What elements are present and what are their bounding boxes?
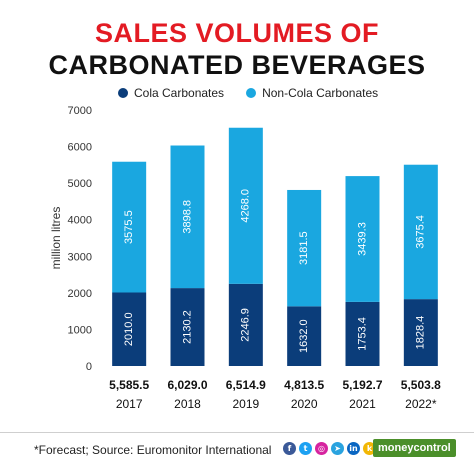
legend-swatch-non-cola	[246, 88, 257, 98]
legend-item-cola: Cola Carbonates	[118, 86, 224, 100]
bar-non-cola	[228, 127, 263, 284]
x-tick-label: 2022*	[405, 397, 437, 411]
bar-non-cola	[403, 164, 438, 300]
y-tick-label: 2000	[68, 288, 92, 300]
x-tick-label: 2019	[232, 397, 259, 411]
bar-cola	[112, 292, 147, 366]
data-label-non-cola: 3439.3	[356, 222, 368, 256]
footer: *Forecast; Source: Euromonitor Internati…	[0, 432, 474, 475]
x-tick-label: 2020	[291, 397, 318, 411]
data-label-cola: 2130.2	[181, 310, 193, 344]
y-axis-label: million litres	[49, 207, 63, 270]
y-tick-label: 0	[86, 361, 92, 373]
data-label-cola: 2246.9	[240, 308, 252, 342]
source-note: *Forecast; Source: Euromonitor Internati…	[34, 443, 272, 457]
bar-cola	[228, 283, 263, 366]
legend: Cola Carbonates Non-Cola Carbonates	[118, 86, 400, 100]
chart-title-line-2: CARBONATED BEVERAGES	[48, 50, 426, 80]
y-tick-label: 1000	[68, 324, 92, 336]
bar-non-cola	[345, 176, 380, 302]
total-label: 5,585.5	[109, 378, 149, 392]
legend-swatch-cola	[118, 88, 128, 98]
y-tick-label: 7000	[68, 105, 92, 117]
linkedin-icon[interactable]: in	[347, 442, 360, 455]
twitter-icon[interactable]: t	[299, 442, 312, 455]
legend-item-non-cola: Non-Cola Carbonates	[246, 86, 378, 100]
legend-label-cola: Cola Carbonates	[134, 86, 225, 100]
y-tick-label: 5000	[68, 178, 92, 190]
facebook-icon[interactable]: f	[283, 442, 296, 455]
data-label-cola: 2010.0	[123, 312, 135, 346]
legend-label-non-cola: Non-Cola Carbonates	[262, 86, 379, 100]
koo-icon[interactable]: k	[363, 442, 376, 455]
bar-non-cola	[287, 189, 322, 307]
social-links: f t ◎ ➤ in k	[283, 442, 376, 455]
total-label: 6,514.9	[226, 378, 266, 392]
instagram-icon[interactable]: ◎	[315, 442, 328, 455]
bar-cola	[403, 299, 438, 366]
y-tick-label: 4000	[68, 215, 92, 227]
data-label-cola: 1828.4	[415, 316, 427, 350]
data-label-non-cola: 4268.0	[240, 189, 252, 223]
data-label-non-cola: 3181.5	[298, 231, 310, 265]
bar-non-cola	[112, 161, 147, 293]
x-tick-label: 2018	[174, 397, 201, 411]
y-tick-label: 6000	[68, 142, 92, 154]
data-label-cola: 1753.4	[356, 317, 368, 351]
y-tick-label: 3000	[68, 251, 92, 263]
data-label-non-cola: 3575.5	[123, 210, 135, 244]
stacked-bar-chart: 0 1000 2000 3000 4000 5000 6000 7000 million lit…	[49, 105, 441, 411]
data-label-non-cola: 3898.8	[181, 200, 193, 234]
bar-non-cola	[170, 145, 205, 289]
bar-cola	[170, 288, 205, 366]
telegram-icon[interactable]: ➤	[331, 442, 344, 455]
brand-logo: moneycontrol	[373, 439, 456, 457]
total-label: 5,503.8	[401, 378, 441, 392]
total-label: 4,813.5	[284, 378, 324, 392]
chart-title-line-1: SALES VOLUMES OF	[94, 18, 380, 48]
bar-cola	[345, 301, 380, 366]
data-label-non-cola: 3675.4	[415, 215, 427, 249]
x-tick-label: 2021	[349, 397, 376, 411]
data-label-cola: 1632.0	[298, 319, 310, 353]
x-tick-label: 2017	[116, 397, 143, 411]
bar-cola	[287, 306, 322, 366]
total-label: 5,192.7	[342, 378, 382, 392]
total-label: 6,029.0	[167, 378, 207, 392]
